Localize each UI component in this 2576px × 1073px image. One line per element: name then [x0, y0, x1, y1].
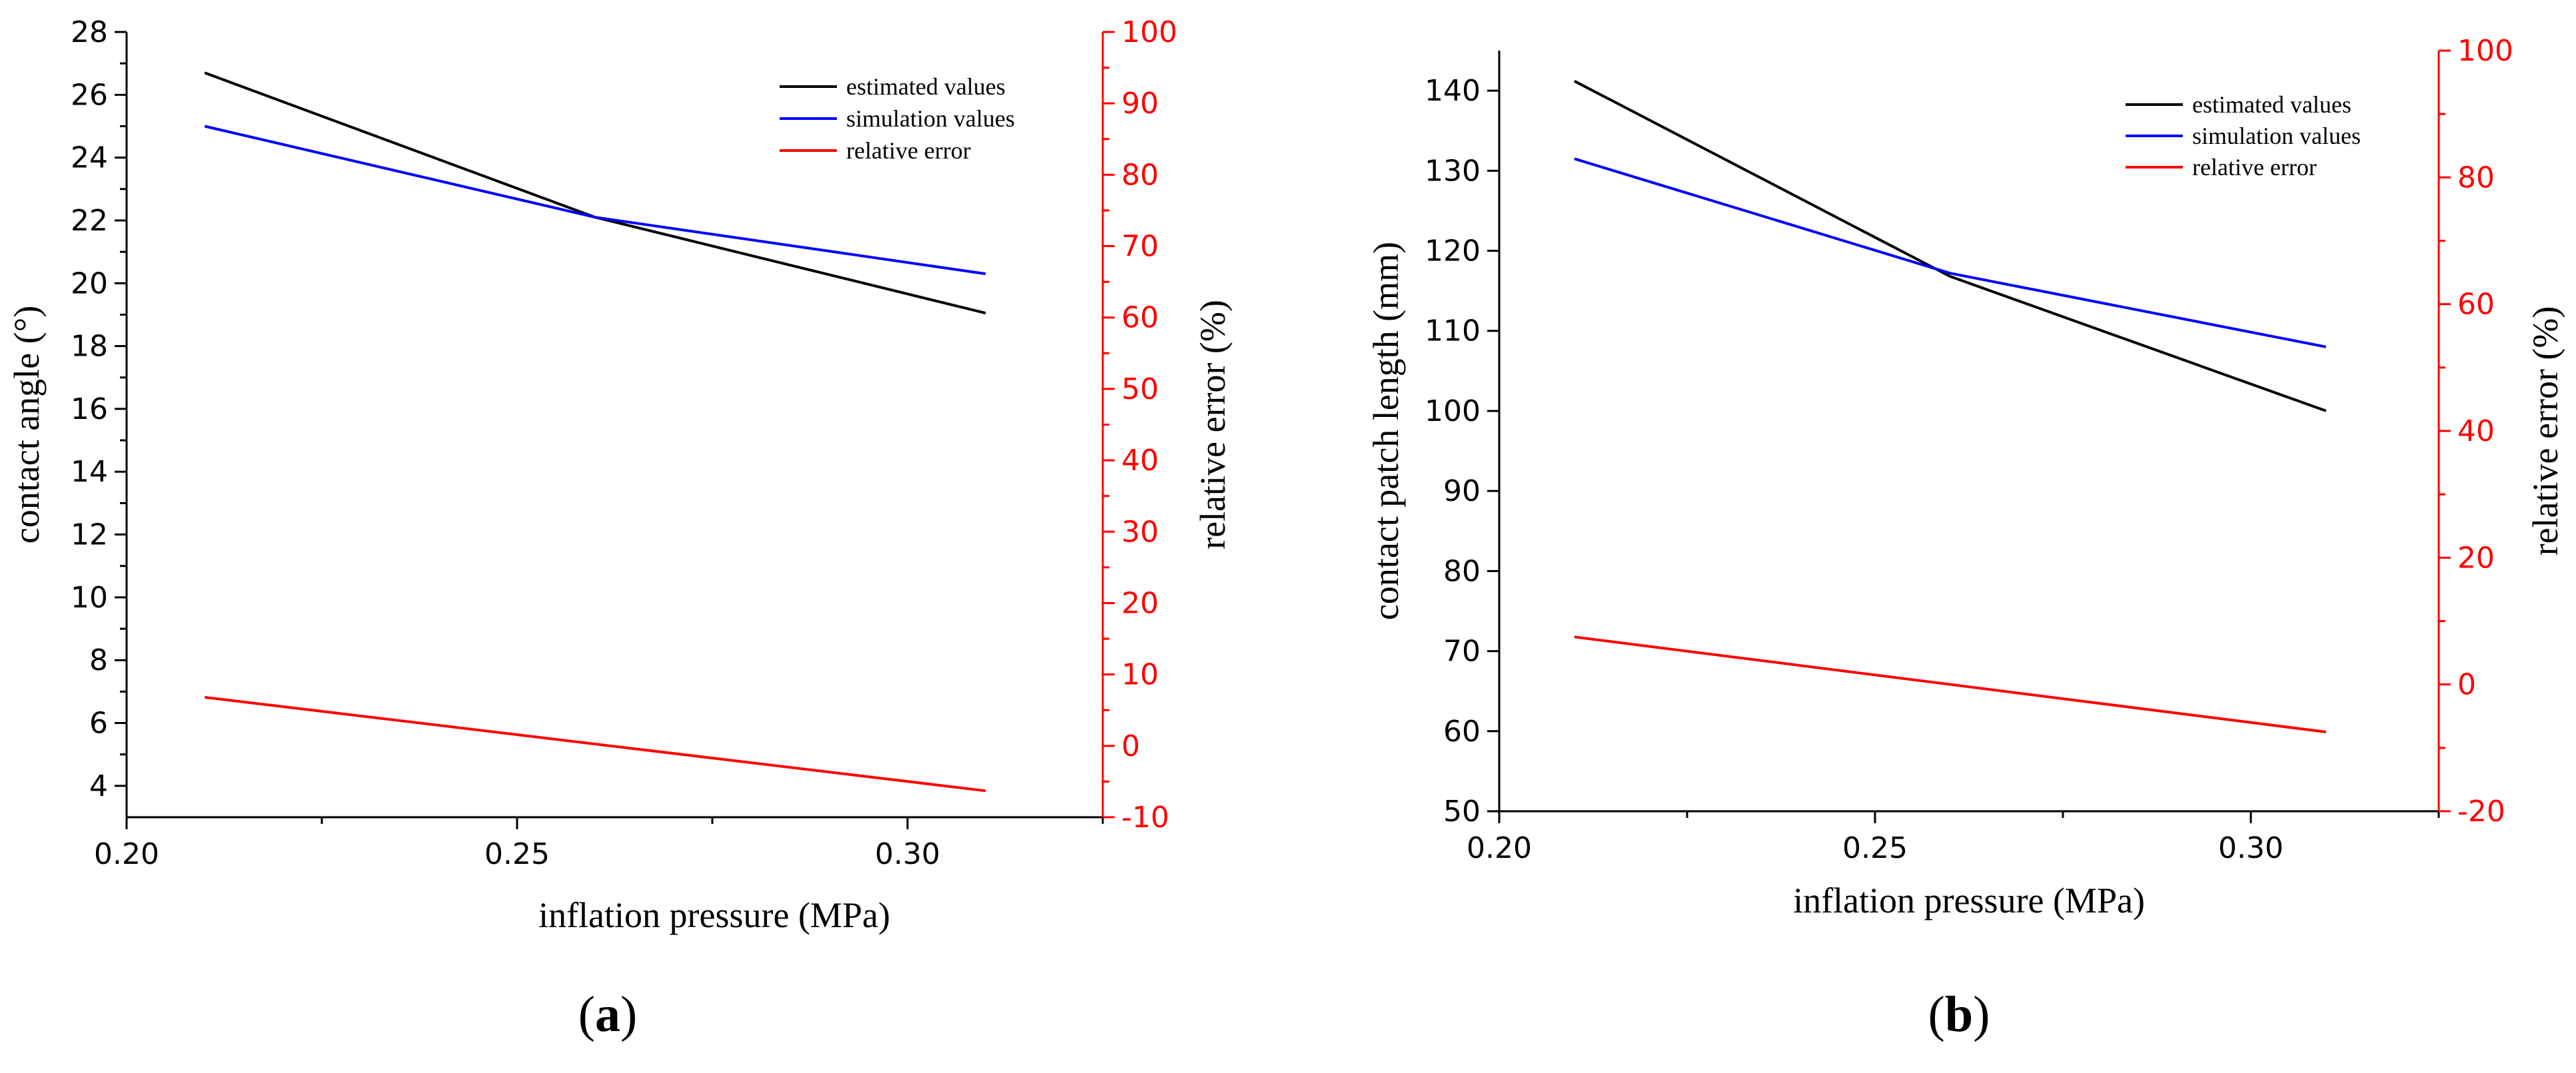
series-error-line	[204, 695, 986, 793]
series-simulation-line	[204, 125, 986, 276]
y2-tick-label: -20	[2457, 795, 2505, 829]
x-tick-label: 0.30	[875, 837, 940, 871]
y2-tick-label: 0	[2457, 668, 2476, 702]
y-tick-label: 18	[71, 330, 108, 364]
y2-tick-label: 80	[1121, 158, 1159, 192]
y2-tick-label: 100	[1121, 15, 1177, 49]
y-tick-label: 26	[71, 78, 108, 112]
legend-label-error: relative error	[846, 137, 971, 164]
panel-a-lines	[204, 71, 986, 793]
y2-tick-label: 10	[1121, 658, 1159, 692]
y2-tick-label: 0	[1121, 729, 1140, 763]
y-axis-title: contact angle (°)	[7, 306, 47, 543]
panel-b-axes	[1498, 51, 2440, 813]
y-tick-label: 120	[1425, 234, 1481, 268]
legend-label-estimated: estimated values	[2192, 91, 2351, 118]
panel-label: (a)	[578, 986, 638, 1042]
y2-tick-label: 50	[1121, 372, 1159, 406]
y2-tick-label: 40	[2457, 414, 2495, 448]
series-error-line	[1574, 635, 2327, 733]
panel-b-legend: estimated values simulation values relat…	[2126, 91, 2361, 180]
y-tick-label: 28	[71, 15, 108, 49]
y-tick-label: 14	[71, 455, 108, 489]
y-tick-label: 70	[1443, 635, 1481, 669]
legend-label-simulation: simulation values	[846, 105, 1015, 132]
panel-a-axes	[125, 32, 1104, 819]
y2-tick-label: 80	[2457, 161, 2495, 194]
chart-panel-a: 0.20 0.25 0.30 4 6 8 10 12 14 16 18 20 22 24 26 28 -10 0 1…	[7, 15, 1233, 1042]
panel-b-lines	[1573, 79, 2327, 733]
panel-b-ticks: 0.20 0.25 0.30 50 60 70 80 90 100 110 120 130 140 -20…	[1425, 34, 2513, 865]
y2-tick-label: 90	[1121, 87, 1159, 121]
y2-tick-label: 30	[1121, 515, 1159, 549]
y-tick-label: 110	[1425, 314, 1481, 348]
x-axis-title: inflation pressure (MPa)	[538, 895, 890, 935]
y2-tick-label: 60	[1121, 301, 1159, 335]
panel-label-letter: b	[1945, 986, 1973, 1042]
x-tick-label: 0.20	[94, 837, 159, 871]
y-tick-label: 50	[1443, 795, 1481, 829]
x-tick-label: 0.25	[484, 837, 550, 871]
y-tick-label: 22	[71, 204, 108, 238]
y-tick-label: 12	[71, 518, 108, 552]
y-tick-label: 130	[1425, 154, 1481, 188]
y-tick-label: 80	[1443, 554, 1481, 588]
series-simulation-line	[1574, 157, 2327, 348]
panel-label-letter: a	[595, 986, 620, 1042]
y-tick-label: 140	[1425, 74, 1481, 108]
panel-label: (b)	[1928, 986, 1990, 1042]
y-tick-label: 4	[89, 769, 108, 803]
y2-tick-label: 70	[1121, 230, 1159, 264]
panel-a-ticks: 0.20 0.25 0.30 4 6 8 10 12 14 16 18 20 22 24 26 28 -10 0 1…	[71, 15, 1177, 871]
y-tick-label: 6	[89, 707, 108, 741]
y-tick-label: 90	[1443, 474, 1481, 508]
x-axis-title: inflation pressure (MPa)	[1793, 881, 2145, 920]
y-tick-label: 100	[1425, 394, 1481, 428]
y-tick-label: 24	[71, 141, 108, 175]
x-tick-label: 0.20	[1467, 831, 1532, 865]
series-estimated-line	[1573, 79, 2327, 412]
y2-tick-label: 40	[1121, 444, 1159, 478]
y-tick-label: 16	[71, 392, 108, 426]
y-tick-label: 20	[71, 266, 108, 300]
y2-tick-label: -10	[1121, 801, 1169, 835]
legend-label-simulation: simulation values	[2192, 123, 2361, 149]
y2-tick-label: 20	[2457, 541, 2495, 575]
legend-label-error: relative error	[2192, 154, 2317, 180]
y2-tick-label: 60	[2457, 288, 2495, 322]
legend-label-estimated: estimated values	[846, 73, 1005, 100]
y2-axis-title: relative error (%)	[1193, 300, 1233, 549]
y-tick-label: 10	[71, 581, 108, 615]
y2-tick-label: 100	[2457, 34, 2513, 68]
y-tick-label: 8	[89, 643, 108, 677]
y-tick-label: 60	[1443, 715, 1481, 749]
y2-axis-title: relative error (%)	[2525, 306, 2565, 556]
panel-a-legend: estimated values simulation values relat…	[780, 73, 1015, 164]
y2-tick-label: 20	[1121, 586, 1159, 620]
x-tick-label: 0.25	[1842, 831, 1908, 865]
x-tick-label: 0.30	[2218, 831, 2283, 865]
chart-panel-b: 0.20 0.25 0.30 50 60 70 80 90 100 110 120 130 140 -20…	[1366, 34, 2565, 1042]
y-axis-title: contact patch length (mm)	[1366, 242, 1406, 620]
